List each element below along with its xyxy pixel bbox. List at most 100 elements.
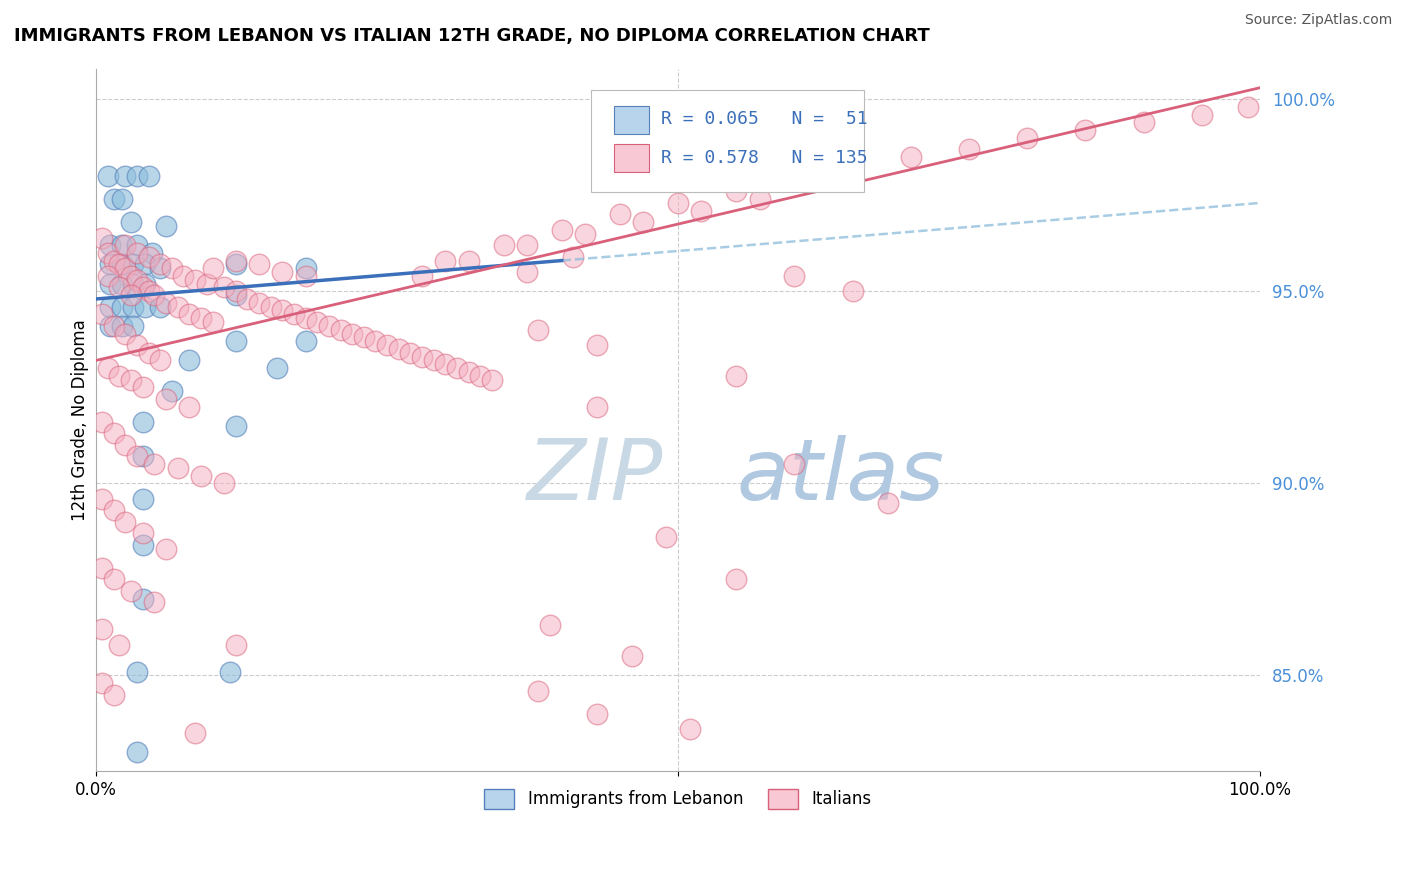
- Point: [375, 338, 398, 352]
- Point: [318, 318, 340, 333]
- Point: [271, 303, 294, 318]
- Point: [120, 373, 142, 387]
- Text: R = 0.065   N =  51: R = 0.065 N = 51: [661, 110, 868, 128]
- Point: [132, 415, 155, 429]
- Point: [260, 300, 283, 314]
- Point: [91, 491, 114, 506]
- Point: [149, 257, 172, 271]
- Point: [527, 323, 550, 337]
- Point: [184, 726, 207, 740]
- Point: [91, 622, 114, 636]
- Point: [422, 353, 444, 368]
- Point: [91, 415, 114, 429]
- Point: [527, 683, 550, 698]
- Point: [219, 665, 242, 679]
- Point: [294, 311, 316, 326]
- Text: atlas: atlas: [737, 434, 945, 517]
- Point: [98, 318, 121, 333]
- Point: [125, 169, 148, 183]
- Point: [132, 380, 155, 394]
- Point: [574, 227, 596, 241]
- Bar: [614, 106, 650, 134]
- Point: [225, 257, 247, 271]
- Point: [114, 326, 136, 341]
- Point: [155, 219, 177, 233]
- Point: [364, 334, 387, 349]
- Point: [160, 261, 183, 276]
- Point: [457, 253, 479, 268]
- Point: [1237, 100, 1260, 114]
- Point: [132, 526, 155, 541]
- Point: [201, 315, 224, 329]
- Point: [294, 334, 316, 349]
- Point: [353, 330, 375, 344]
- Point: [91, 307, 114, 321]
- Bar: [614, 144, 650, 172]
- Point: [1074, 123, 1097, 137]
- Point: [631, 215, 654, 229]
- Point: [225, 253, 247, 268]
- Point: [957, 142, 980, 156]
- Point: [411, 350, 433, 364]
- Point: [179, 400, 201, 414]
- Point: [111, 318, 134, 333]
- Point: [225, 638, 247, 652]
- Point: [247, 257, 270, 271]
- Point: [225, 288, 247, 302]
- Legend: Immigrants from Lebanon, Italians: Immigrants from Lebanon, Italians: [478, 782, 879, 816]
- Point: [125, 450, 148, 464]
- Point: [179, 307, 201, 321]
- Point: [108, 257, 131, 271]
- Point: [266, 361, 288, 376]
- Point: [132, 491, 155, 506]
- Point: [120, 215, 142, 229]
- Point: [201, 261, 224, 276]
- Point: [125, 665, 148, 679]
- Point: [1132, 115, 1154, 129]
- Point: [120, 583, 142, 598]
- Point: [783, 457, 806, 471]
- FancyBboxPatch shape: [591, 89, 865, 192]
- Point: [841, 161, 863, 176]
- Point: [132, 538, 155, 552]
- Point: [103, 253, 125, 268]
- Point: [195, 277, 218, 291]
- Point: [138, 169, 160, 183]
- Point: [172, 268, 194, 283]
- Point: [111, 300, 134, 314]
- Point: [103, 688, 125, 702]
- Text: IMMIGRANTS FROM LEBANON VS ITALIAN 12TH GRADE, NO DIPLOMA CORRELATION CHART: IMMIGRANTS FROM LEBANON VS ITALIAN 12TH …: [14, 27, 929, 45]
- Point: [103, 318, 125, 333]
- Point: [225, 334, 247, 349]
- Point: [307, 315, 329, 329]
- Point: [725, 368, 748, 383]
- Point: [125, 245, 148, 260]
- Point: [138, 285, 160, 299]
- Point: [1191, 107, 1213, 121]
- Point: [132, 591, 155, 606]
- Point: [679, 722, 702, 736]
- Point: [190, 311, 212, 326]
- Point: [585, 400, 607, 414]
- Point: [550, 223, 572, 237]
- Point: [166, 300, 188, 314]
- Point: [143, 595, 166, 609]
- Point: [122, 318, 145, 333]
- Point: [666, 196, 689, 211]
- Point: [125, 338, 148, 352]
- Y-axis label: 12th Grade, No Diploma: 12th Grade, No Diploma: [72, 319, 89, 521]
- Point: [132, 450, 155, 464]
- Point: [411, 268, 433, 283]
- Point: [103, 192, 125, 206]
- Point: [342, 326, 364, 341]
- Point: [114, 261, 136, 276]
- Point: [122, 277, 145, 291]
- Text: Source: ZipAtlas.com: Source: ZipAtlas.com: [1244, 13, 1392, 28]
- Point: [434, 357, 457, 371]
- Point: [120, 288, 142, 302]
- Point: [690, 203, 713, 218]
- Point: [111, 257, 134, 271]
- Point: [184, 273, 207, 287]
- Point: [138, 345, 160, 359]
- Point: [725, 185, 748, 199]
